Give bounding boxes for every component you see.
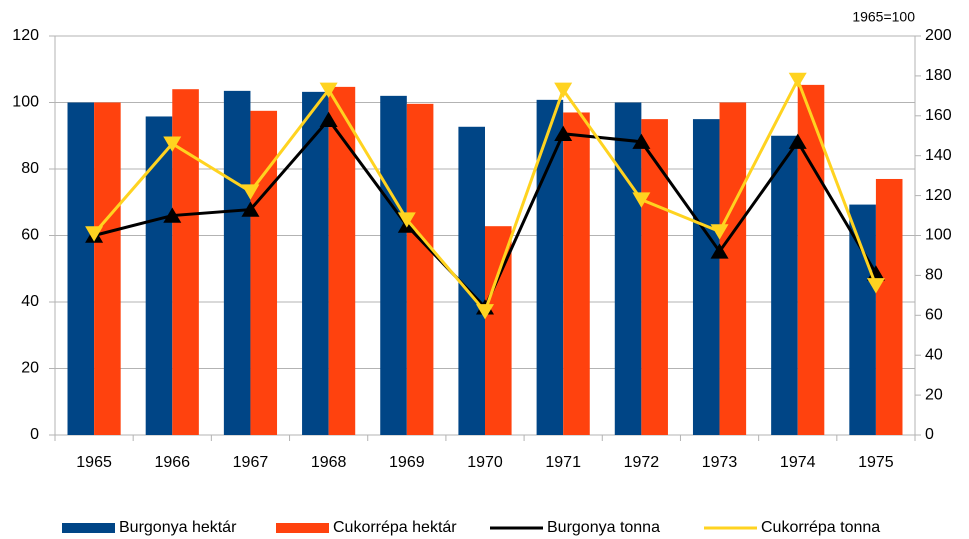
bar	[328, 86, 356, 435]
y-tick-label: 0	[30, 426, 39, 443]
marker	[163, 207, 182, 223]
marker	[788, 133, 807, 149]
legend-swatch	[276, 523, 329, 533]
x-tick-label: 1974	[780, 454, 816, 471]
legend-label: Cukorrépa hektár	[333, 519, 457, 536]
marker	[319, 111, 338, 127]
bar	[563, 112, 590, 435]
marker	[710, 243, 729, 259]
x-tick-label: 1967	[233, 454, 269, 471]
bar	[302, 91, 329, 436]
marker	[241, 184, 260, 200]
annotation: 1965=100	[852, 9, 915, 25]
marker	[397, 212, 416, 228]
bar	[458, 126, 485, 436]
x-tick-label: 1969	[389, 454, 425, 471]
y-tick-label: 40	[21, 293, 39, 310]
marker	[710, 224, 729, 240]
y2-tick-label: 60	[925, 307, 943, 324]
x-tick-label: 1970	[467, 454, 503, 471]
marker	[163, 136, 182, 152]
x-tick-label: 1968	[311, 454, 347, 471]
marker	[554, 82, 573, 98]
y-tick-label: 120	[12, 27, 39, 44]
y-tick-label: 100	[12, 94, 39, 111]
bar	[67, 102, 95, 435]
bar	[692, 119, 720, 435]
bar	[94, 102, 121, 435]
y2-tick-label: 200	[925, 27, 952, 44]
y-tick-label: 80	[21, 160, 39, 177]
bar	[641, 119, 668, 435]
marker	[476, 304, 494, 320]
x-tick-label: 1973	[702, 454, 738, 471]
marker	[554, 125, 573, 141]
bar	[380, 95, 407, 435]
x-tick-label: 1972	[624, 454, 660, 471]
marker	[319, 82, 338, 98]
x-tick-label: 1965	[76, 454, 112, 471]
marker	[241, 201, 260, 217]
y2-tick-label: 40	[925, 346, 943, 363]
legend-label: Burgonya hektár	[119, 519, 237, 536]
bar	[719, 102, 747, 435]
y2-tick-label: 120	[925, 187, 952, 204]
y-tick-label: 60	[21, 227, 39, 244]
bar	[406, 103, 434, 435]
marker	[788, 72, 807, 88]
bar	[875, 178, 903, 435]
x-tick-label: 1971	[545, 454, 581, 471]
legend-label: Cukorrépa tonna	[761, 519, 880, 536]
legend-label: Burgonya tonna	[547, 519, 660, 536]
y2-tick-label: 180	[925, 67, 952, 84]
legend-swatch	[62, 523, 115, 533]
bar	[614, 102, 642, 435]
y2-tick-label: 160	[925, 107, 952, 124]
marker	[632, 192, 651, 208]
bar	[145, 116, 173, 435]
bar	[250, 110, 278, 435]
y2-tick-label: 0	[925, 426, 934, 443]
y-tick-label: 20	[21, 360, 39, 377]
marker	[866, 278, 885, 294]
bar	[849, 204, 876, 435]
bar	[771, 135, 798, 435]
y2-tick-label: 140	[925, 147, 952, 164]
marker	[85, 226, 104, 242]
y2-tick-label: 80	[925, 267, 943, 284]
marker	[632, 133, 651, 149]
y2-tick-label: 100	[925, 227, 952, 244]
y2-tick-label: 20	[925, 386, 943, 403]
x-tick-label: 1966	[154, 454, 190, 471]
x-tick-label: 1975	[858, 454, 894, 471]
bar	[223, 90, 251, 436]
